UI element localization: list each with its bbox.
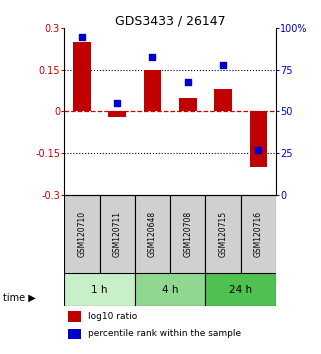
Bar bbox=[205, 195, 241, 273]
Point bbox=[256, 147, 261, 153]
Bar bbox=[170, 195, 205, 273]
Text: GSM120648: GSM120648 bbox=[148, 211, 157, 257]
Title: GDS3433 / 26147: GDS3433 / 26147 bbox=[115, 14, 225, 27]
Text: GSM120716: GSM120716 bbox=[254, 211, 263, 257]
Point bbox=[79, 34, 84, 39]
Point bbox=[221, 62, 226, 68]
Bar bbox=[143, 70, 161, 112]
Bar bbox=[73, 42, 91, 112]
Bar bbox=[68, 312, 81, 322]
Text: 24 h: 24 h bbox=[229, 285, 252, 295]
Bar bbox=[100, 195, 135, 273]
Point bbox=[185, 79, 190, 84]
Text: GSM120715: GSM120715 bbox=[219, 211, 228, 257]
Bar bbox=[68, 329, 81, 339]
Bar bbox=[108, 112, 126, 117]
Bar bbox=[64, 195, 100, 273]
Bar bbox=[241, 195, 276, 273]
Bar bbox=[214, 89, 232, 112]
Text: 4 h: 4 h bbox=[162, 285, 178, 295]
Point bbox=[150, 54, 155, 59]
Bar bbox=[135, 273, 205, 306]
Text: log10 ratio: log10 ratio bbox=[88, 312, 137, 321]
Bar bbox=[179, 98, 196, 112]
Text: percentile rank within the sample: percentile rank within the sample bbox=[88, 329, 241, 338]
Bar bbox=[249, 112, 267, 167]
Point bbox=[115, 100, 120, 106]
Bar bbox=[205, 273, 276, 306]
Bar bbox=[135, 195, 170, 273]
Text: time ▶: time ▶ bbox=[3, 292, 36, 302]
Text: 1 h: 1 h bbox=[91, 285, 108, 295]
Text: GSM120711: GSM120711 bbox=[113, 211, 122, 257]
Text: GSM120708: GSM120708 bbox=[183, 211, 192, 257]
Text: GSM120710: GSM120710 bbox=[77, 211, 86, 257]
Bar bbox=[64, 273, 135, 306]
